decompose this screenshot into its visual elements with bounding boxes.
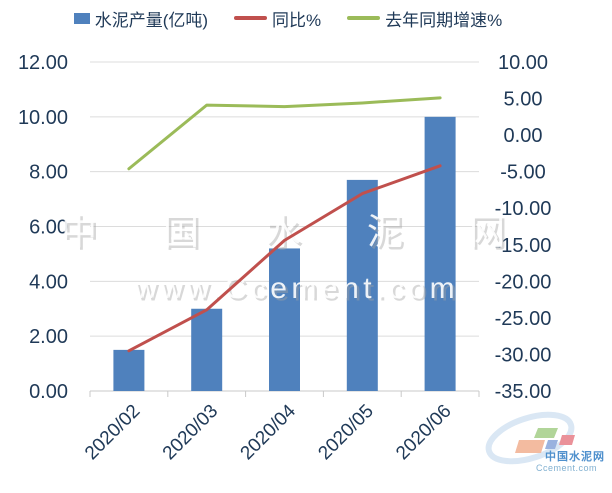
logo-block-blue-icon <box>545 440 558 449</box>
legend-label-yoy: 同比% <box>272 10 322 30</box>
right-axis-tick-label: 0.00 <box>504 125 543 147</box>
legend-label-cement-output: 水泥产量(亿吨) <box>94 10 209 30</box>
bar-2020/02 <box>113 349 145 391</box>
left-axis-tick-label: 4.00 <box>29 271 68 293</box>
watermark-title: 中 国 水 泥 网 <box>61 211 533 252</box>
x-axis-category-label: 2020/05 <box>314 401 377 464</box>
right-axis-tick-label: -10.00 <box>495 198 552 220</box>
right-axis-tick-label: -5.00 <box>500 162 546 184</box>
chart-legend: 水泥产量(亿吨) 同比% 去年同期增速% <box>0 5 594 31</box>
right-axis-tick-label: 10.00 <box>498 52 548 74</box>
lastyear-line-swatch-icon <box>347 16 381 20</box>
right-axis-tick-label: -25.00 <box>495 308 552 330</box>
bar-2020/05 <box>346 179 378 391</box>
left-axis-tick-label: 6.00 <box>29 217 68 239</box>
legend-item-cement-output: 水泥产量(亿吨) <box>73 6 209 31</box>
x-axis-category-label: 2020/04 <box>237 400 301 464</box>
logo-block-red-icon <box>559 435 575 445</box>
legend-label-lastyear: 去年同期增速% <box>385 10 503 30</box>
left-axis-tick-label: 12.00 <box>18 52 68 74</box>
x-axis-category-label: 2020/02 <box>81 401 144 464</box>
watermark-url: www.Ccement.com <box>134 272 459 305</box>
right-axis-tick-label: -35.00 <box>495 381 552 403</box>
ccement-logo: 中国水泥网 Ccement.com <box>485 411 605 473</box>
line-同比% <box>127 164 442 353</box>
logo-swoosh-icon <box>485 411 575 465</box>
left-axis-tick-label: 0.00 <box>29 381 68 403</box>
logo-block-salmon-icon <box>515 440 545 453</box>
right-axis-tick-label: -20.00 <box>495 271 552 293</box>
left-axis-tick-label: 2.00 <box>29 326 68 348</box>
bar-2020/04 <box>269 248 300 391</box>
logo-block-green-icon <box>534 428 558 438</box>
line-去年同期增速% <box>127 96 442 171</box>
logo-title: 中国水泥网 <box>545 449 605 463</box>
right-axis-tick-label: 5.00 <box>504 89 543 111</box>
right-axis-tick-label: -30.00 <box>495 344 552 366</box>
watermark-title-shadow: 中 国 水 泥 网 <box>63 214 535 255</box>
bar-series-swatch-icon <box>73 12 90 24</box>
x-axis-category-label: 2020/03 <box>159 401 222 464</box>
left-axis-tick-label: 10.00 <box>18 107 68 129</box>
x-axis-category-label: 2020/06 <box>392 401 455 464</box>
logo-subtitle: Ccement.com <box>536 463 597 473</box>
bar-2020/03 <box>191 308 223 391</box>
left-axis-tick-label: 8.00 <box>29 162 68 184</box>
yoy-line-swatch-icon <box>234 16 268 20</box>
legend-item-lastyear: 去年同期增速% <box>347 6 502 31</box>
bar-2020/06 <box>424 116 456 391</box>
legend-item-yoy: 同比% <box>234 6 321 31</box>
watermark-url-shadow: www.Ccement.com <box>136 275 461 308</box>
right-axis-tick-label: -15.00 <box>495 235 552 257</box>
